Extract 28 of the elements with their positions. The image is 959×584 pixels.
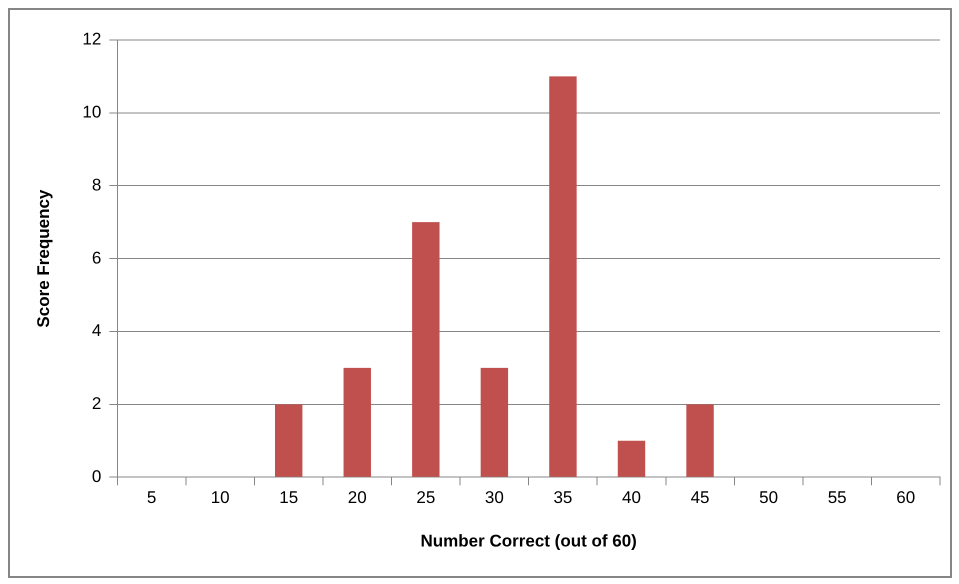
x-tick-label: 50 xyxy=(759,488,778,508)
bar xyxy=(274,404,302,477)
x-tick-label: 30 xyxy=(484,488,504,508)
bar xyxy=(480,368,508,477)
x-tick-label: 55 xyxy=(828,488,847,508)
y-tick-label: 6 xyxy=(92,248,102,268)
x-tick-label: 35 xyxy=(553,488,572,508)
x-tick-label: 5 xyxy=(146,488,156,508)
y-axis-title: Score Frequency xyxy=(34,189,53,328)
x-tick-label: 10 xyxy=(210,488,230,508)
bar xyxy=(618,440,646,477)
x-tick-label: 45 xyxy=(690,488,710,508)
bar xyxy=(549,76,577,477)
x-axis-title: Number Correct (out of 60) xyxy=(420,531,637,550)
bar xyxy=(412,222,440,477)
y-tick-label: 2 xyxy=(92,394,102,414)
y-tick-label: 12 xyxy=(82,30,102,49)
y-tick-label: 0 xyxy=(92,466,102,486)
y-tick-label: 10 xyxy=(82,102,102,122)
x-tick-label: 60 xyxy=(896,488,916,508)
x-tick-label: 15 xyxy=(279,488,298,508)
bar xyxy=(686,404,714,477)
x-tick-label: 20 xyxy=(348,488,367,508)
x-tick-label: 25 xyxy=(416,488,436,508)
bar xyxy=(344,368,371,477)
y-tick-label: 8 xyxy=(92,175,102,194)
x-tick-label: 40 xyxy=(622,488,641,508)
y-tick-label: 4 xyxy=(92,321,102,340)
